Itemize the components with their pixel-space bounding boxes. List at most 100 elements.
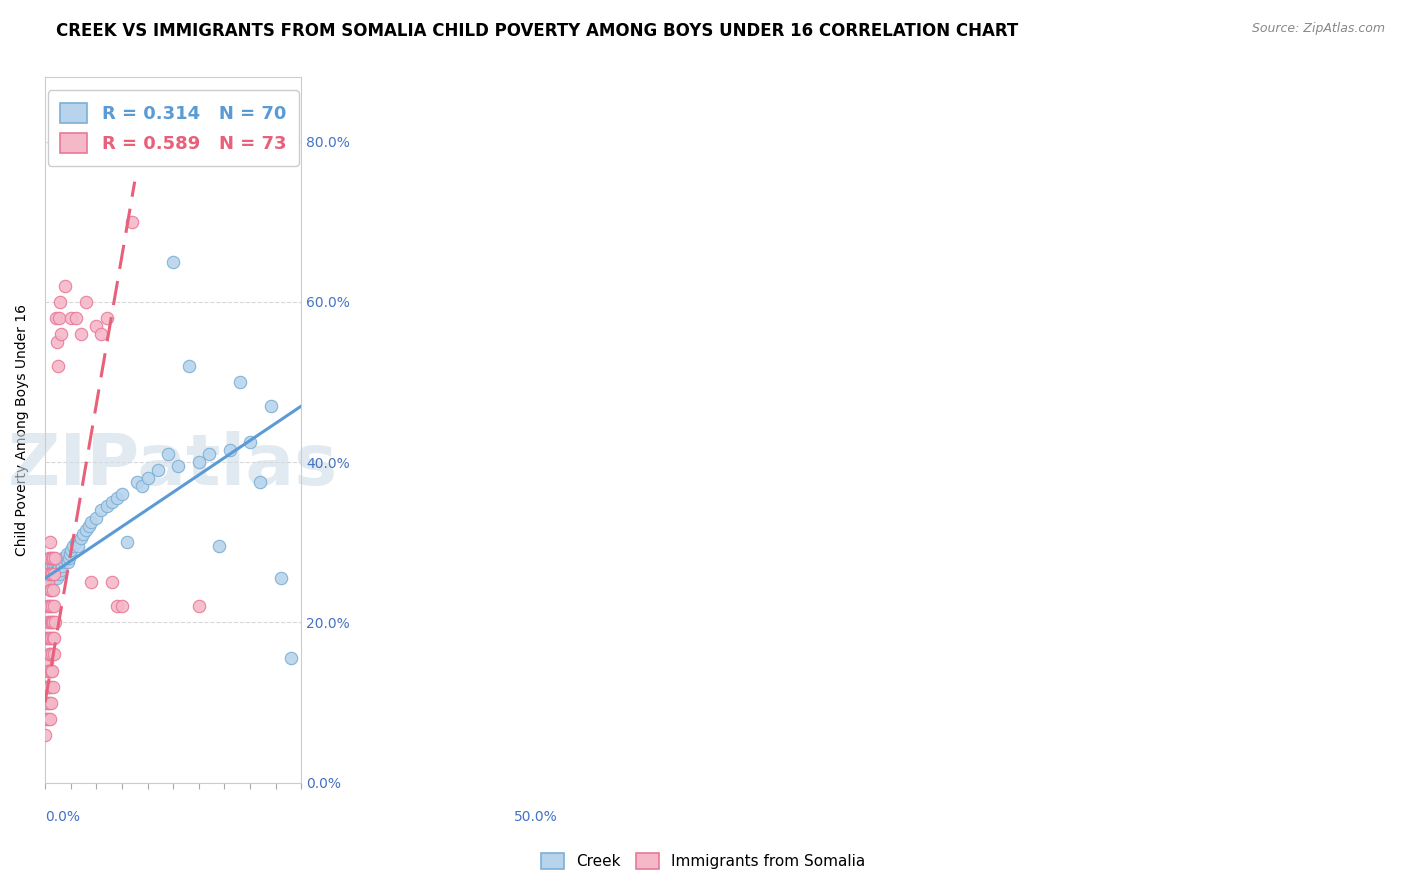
Point bbox=[39, 615, 62, 630]
Point bbox=[58, 547, 80, 561]
Legend: Creek, Immigrants from Somalia: Creek, Immigrants from Somalia bbox=[534, 847, 872, 875]
Point bbox=[39, 696, 62, 710]
Point bbox=[45, 563, 67, 577]
Point bbox=[44, 615, 66, 630]
Point bbox=[44, 551, 66, 566]
Point bbox=[41, 599, 63, 614]
Point bbox=[44, 559, 66, 574]
Point bbox=[162, 254, 184, 268]
Point bbox=[80, 575, 103, 590]
Point bbox=[41, 567, 63, 582]
Point bbox=[55, 278, 77, 293]
Point bbox=[41, 680, 63, 694]
Point bbox=[37, 567, 59, 582]
Point bbox=[39, 648, 62, 662]
Point bbox=[42, 567, 65, 582]
Point bbox=[46, 563, 69, 577]
Point bbox=[48, 559, 70, 574]
Point bbox=[177, 359, 200, 373]
Point bbox=[46, 334, 69, 349]
Point bbox=[35, 680, 58, 694]
Point bbox=[35, 712, 58, 726]
Point bbox=[59, 310, 82, 325]
Point bbox=[157, 447, 180, 461]
Point bbox=[44, 632, 66, 646]
Point bbox=[35, 632, 58, 646]
Point bbox=[100, 575, 122, 590]
Point bbox=[121, 215, 143, 229]
Point bbox=[38, 551, 60, 566]
Point bbox=[38, 567, 60, 582]
Legend: R = 0.314   N = 70, R = 0.589   N = 73: R = 0.314 N = 70, R = 0.589 N = 73 bbox=[48, 90, 299, 166]
Point bbox=[62, 539, 84, 553]
Point bbox=[100, 495, 122, 509]
Point bbox=[42, 551, 65, 566]
Point bbox=[270, 571, 292, 585]
Point bbox=[70, 326, 93, 341]
Point bbox=[84, 318, 107, 333]
Point bbox=[111, 487, 134, 501]
Point bbox=[198, 447, 221, 461]
Point bbox=[136, 471, 159, 485]
Point bbox=[39, 599, 62, 614]
Point bbox=[96, 310, 118, 325]
Point bbox=[280, 651, 302, 665]
Point bbox=[38, 696, 60, 710]
Point bbox=[167, 459, 190, 474]
Point bbox=[70, 531, 93, 545]
Point bbox=[65, 310, 87, 325]
Point bbox=[41, 615, 63, 630]
Point bbox=[37, 575, 59, 590]
Point bbox=[90, 503, 112, 517]
Point bbox=[37, 664, 59, 678]
Point bbox=[105, 491, 128, 506]
Point bbox=[41, 551, 63, 566]
Point bbox=[84, 511, 107, 525]
Point bbox=[38, 563, 60, 577]
Point bbox=[41, 563, 63, 577]
Point bbox=[52, 551, 75, 566]
Point bbox=[105, 599, 128, 614]
Point bbox=[42, 559, 65, 574]
Point bbox=[46, 359, 69, 373]
Point bbox=[46, 563, 69, 577]
Point bbox=[38, 583, 60, 598]
Point bbox=[37, 680, 59, 694]
Point bbox=[35, 599, 58, 614]
Point bbox=[187, 599, 209, 614]
Point bbox=[53, 555, 76, 569]
Point bbox=[35, 563, 58, 577]
Point bbox=[67, 539, 90, 553]
Point bbox=[48, 310, 70, 325]
Point bbox=[38, 632, 60, 646]
Text: 0.0%: 0.0% bbox=[45, 811, 80, 824]
Point bbox=[239, 435, 262, 450]
Point bbox=[37, 615, 59, 630]
Point bbox=[41, 583, 63, 598]
Point bbox=[249, 475, 271, 490]
Point bbox=[41, 567, 63, 582]
Point bbox=[46, 559, 69, 574]
Point bbox=[44, 567, 66, 582]
Point bbox=[42, 599, 65, 614]
Point bbox=[38, 575, 60, 590]
Point bbox=[38, 535, 60, 549]
Point bbox=[115, 535, 138, 549]
Text: 50.0%: 50.0% bbox=[515, 811, 558, 824]
Point bbox=[38, 615, 60, 630]
Point bbox=[229, 375, 252, 389]
Point bbox=[80, 515, 103, 529]
Point bbox=[48, 567, 70, 582]
Point bbox=[127, 475, 149, 490]
Point bbox=[39, 664, 62, 678]
Point bbox=[55, 547, 77, 561]
Point bbox=[146, 463, 169, 477]
Point bbox=[131, 479, 153, 493]
Point bbox=[37, 632, 59, 646]
Point bbox=[34, 728, 56, 742]
Point bbox=[38, 664, 60, 678]
Text: CREEK VS IMMIGRANTS FROM SOMALIA CHILD POVERTY AMONG BOYS UNDER 16 CORRELATION C: CREEK VS IMMIGRANTS FROM SOMALIA CHILD P… bbox=[56, 22, 1018, 40]
Point bbox=[45, 571, 67, 585]
Point bbox=[49, 294, 72, 309]
Point bbox=[208, 539, 231, 553]
